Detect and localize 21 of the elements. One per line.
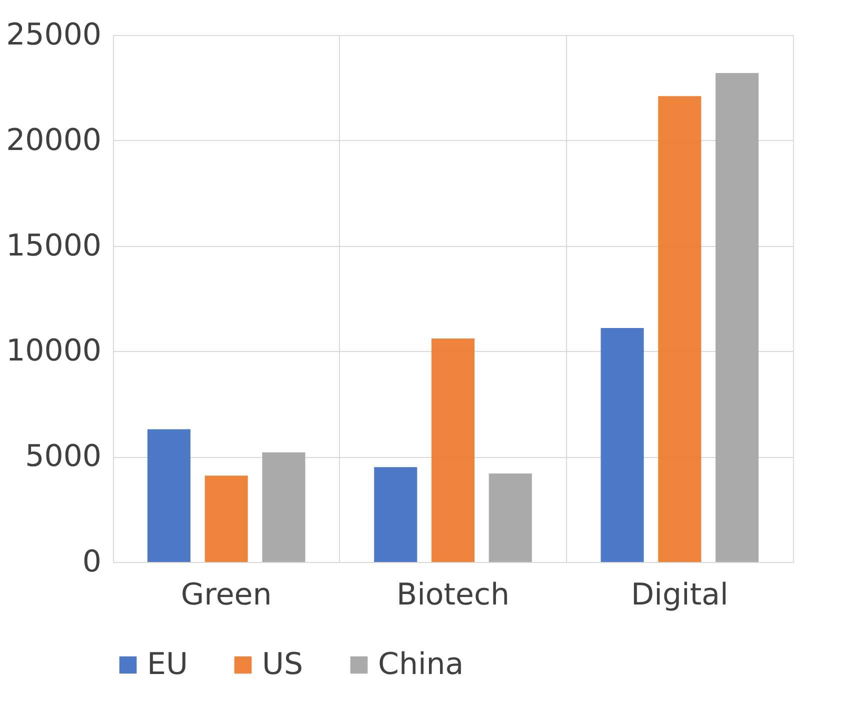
y-tick-label: 10000 bbox=[6, 334, 102, 369]
y-tick-label: 20000 bbox=[6, 122, 102, 158]
y-tick-label: 0 bbox=[82, 544, 102, 580]
bar bbox=[262, 452, 306, 562]
legend-label: US bbox=[262, 647, 304, 682]
bar bbox=[716, 72, 759, 562]
x-tick-label: Digital bbox=[631, 578, 728, 612]
y-tick-label: 5000 bbox=[25, 439, 102, 474]
bar bbox=[600, 328, 644, 562]
bar bbox=[431, 338, 475, 562]
bar bbox=[488, 473, 532, 562]
legend-label: China bbox=[378, 647, 464, 682]
x-tick-label: Green bbox=[180, 578, 272, 612]
y-tick-label: 15000 bbox=[6, 228, 102, 264]
legend-label: EU bbox=[147, 647, 188, 682]
bar bbox=[658, 96, 702, 562]
bar bbox=[147, 429, 190, 562]
y-tick-label: 25000 bbox=[6, 18, 102, 52]
bar bbox=[374, 467, 418, 562]
bar bbox=[204, 476, 248, 562]
x-tick-label: Biotech bbox=[396, 578, 510, 612]
